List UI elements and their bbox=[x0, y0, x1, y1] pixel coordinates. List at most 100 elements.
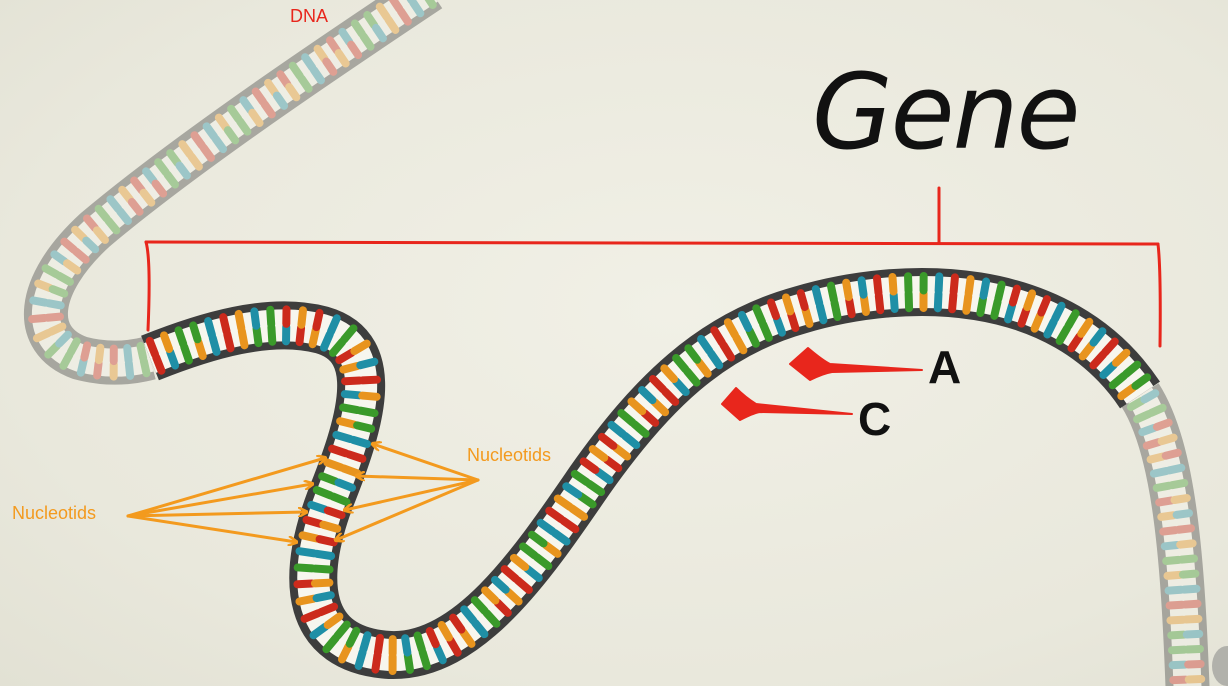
nucleotide-base bbox=[295, 594, 318, 606]
nucleotide-base bbox=[1017, 305, 1031, 328]
nucleotide-base bbox=[322, 57, 338, 76]
nucleotide-base bbox=[189, 321, 202, 344]
nucleotide-base bbox=[994, 280, 1006, 303]
nucleotide-base bbox=[1108, 371, 1128, 390]
nucleotid-arrow-right-3 bbox=[345, 478, 480, 510]
nucleotide-base bbox=[71, 225, 89, 243]
nucleotide-base bbox=[285, 83, 301, 102]
nucleotide-base bbox=[32, 328, 53, 343]
nucleotide-base bbox=[1146, 452, 1167, 464]
nucleotide-base bbox=[384, 15, 400, 34]
nucleotide-base bbox=[1159, 526, 1180, 536]
nucleotide-base bbox=[354, 648, 367, 670]
nucleotide-base bbox=[1172, 509, 1194, 519]
nucleotide-base bbox=[1167, 478, 1189, 490]
nucleotide-base bbox=[570, 469, 591, 487]
nucleotide-base bbox=[1182, 629, 1204, 639]
nucleotide-base bbox=[857, 276, 868, 299]
nucleotide-base bbox=[1037, 295, 1051, 317]
nucleotide-base bbox=[1077, 317, 1094, 338]
nucleotide-base bbox=[252, 324, 263, 348]
nucleotide-base bbox=[509, 553, 530, 572]
nucleotide-base bbox=[1155, 496, 1176, 507]
nucleotide-base bbox=[139, 188, 156, 207]
gene-title: Gene bbox=[812, 51, 1080, 173]
dna-rung-band bbox=[1127, 387, 1202, 686]
nucleotide-base bbox=[92, 226, 109, 244]
nucleotide-base bbox=[660, 364, 679, 384]
nucleotide-base bbox=[621, 431, 641, 450]
nucleotide-base bbox=[123, 343, 133, 365]
nucleotide-base bbox=[237, 327, 249, 350]
nucleotide-base bbox=[830, 298, 842, 321]
nucleotide-base bbox=[527, 530, 548, 548]
nucleotide-base bbox=[562, 482, 583, 499]
nucleotide-base bbox=[1133, 410, 1153, 424]
nucleotid-arrow-left-4 bbox=[126, 514, 296, 542]
nucleotide-base bbox=[1157, 433, 1178, 446]
nucleotide-base bbox=[371, 23, 387, 43]
nucleotide-base bbox=[307, 500, 329, 514]
nucleotide-base bbox=[1168, 660, 1190, 670]
nucleotide-base bbox=[93, 359, 103, 380]
nucleotide-base bbox=[1117, 383, 1138, 401]
nucleotid-arrow-right-4 bbox=[336, 478, 480, 540]
nucleotide-base bbox=[1030, 311, 1045, 333]
nucleotide-base bbox=[418, 648, 431, 671]
nucleotide-base bbox=[811, 285, 824, 308]
nucleotide-base bbox=[1004, 301, 1017, 324]
nucleotide-base bbox=[842, 278, 853, 301]
nucleotide-base bbox=[298, 531, 321, 543]
nucleotide-base bbox=[325, 36, 341, 55]
nucleotide-base bbox=[532, 553, 553, 571]
dna-strand-faded-left bbox=[24, 0, 443, 385]
nucleotide-base bbox=[272, 91, 289, 110]
nucleotide-base bbox=[250, 307, 261, 330]
nucleotide-base bbox=[338, 27, 354, 47]
nucleotide-base bbox=[55, 271, 74, 286]
nucleotide-base bbox=[260, 100, 276, 119]
nucleotide-base bbox=[630, 420, 650, 438]
nucleotide-base bbox=[82, 214, 100, 233]
nucleotide-base bbox=[142, 167, 158, 186]
nucleotide-base bbox=[174, 326, 188, 348]
nucleotide-base bbox=[227, 104, 243, 124]
nucleotide-base bbox=[371, 651, 382, 674]
nucleotide-base bbox=[340, 390, 364, 400]
nucleotide-base bbox=[1064, 309, 1080, 330]
nucleotide-base bbox=[568, 504, 589, 521]
nucleotids-label-left: Nucleotids bbox=[12, 503, 97, 523]
nucleotide-base bbox=[413, 631, 426, 654]
nucleotide-base bbox=[523, 564, 543, 583]
nucleotide-base bbox=[41, 264, 61, 279]
nucleotide-base bbox=[363, 11, 379, 30]
nucleotid-arrow-right-2 bbox=[357, 476, 480, 482]
gene-bracket bbox=[144, 186, 1162, 348]
nucleotide-base bbox=[297, 306, 307, 329]
nucleotide-base bbox=[234, 309, 246, 333]
nucleotide-base bbox=[295, 323, 306, 347]
nucleotide-base bbox=[889, 290, 899, 313]
nucleotide-base bbox=[826, 281, 838, 304]
nucleotide-base bbox=[1008, 284, 1021, 307]
nucleotide-base bbox=[1149, 467, 1171, 478]
nucleotide-base bbox=[310, 578, 334, 588]
nucleotide-base bbox=[359, 32, 375, 51]
nucleotide-base bbox=[166, 347, 180, 370]
nucleotide-base bbox=[178, 140, 194, 159]
nucleotide-base bbox=[347, 40, 363, 60]
nucleotide-base bbox=[214, 113, 231, 132]
nucleotide-base bbox=[745, 326, 760, 348]
nucleotide-base bbox=[1111, 348, 1131, 367]
nucleotide-base bbox=[219, 313, 231, 336]
nucleotide-base bbox=[323, 506, 346, 520]
nucleotide-base bbox=[482, 609, 501, 628]
nucleotide-base bbox=[276, 70, 292, 89]
nucleotide-base bbox=[1180, 584, 1201, 594]
nucleotide-base bbox=[199, 143, 215, 162]
nucleotide-base bbox=[948, 290, 958, 314]
nucleotide-base bbox=[341, 376, 364, 386]
nucleotide-base bbox=[588, 445, 609, 462]
nucleotide-base bbox=[559, 516, 580, 534]
nucleotide-base bbox=[661, 387, 680, 406]
